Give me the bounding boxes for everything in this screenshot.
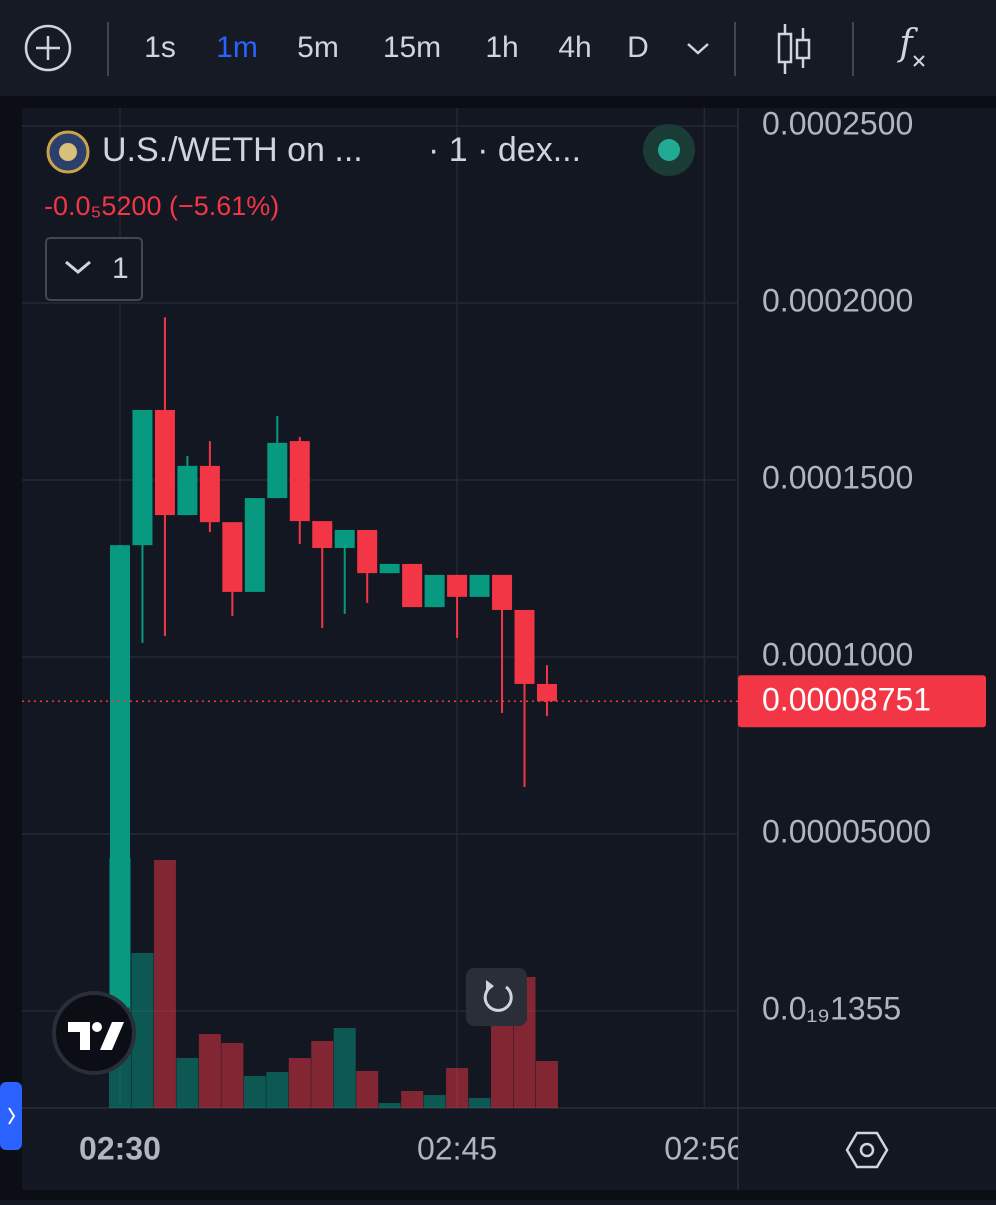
logo-mark [68,1022,124,1050]
symbol-meta: · 1 · dex... [428,131,581,169]
volume-bar [311,1041,334,1108]
candle-body [199,465,220,523]
add-plus [36,36,60,60]
fx-x [913,55,925,67]
volume-bar [423,1095,446,1108]
volume-bar [243,1076,266,1108]
icon-body [777,32,793,64]
candle-body [514,609,535,684]
candle-body [357,529,378,574]
sidebar-tab[interactable] [0,1082,22,1150]
candle-body [447,574,468,597]
status-dot [658,139,680,161]
volume-bar [266,1072,289,1108]
volume-bar [131,953,154,1108]
volume-bar [468,1098,491,1108]
candle-body [312,521,333,548]
sidebar-chevron [8,1107,16,1125]
interval-button[interactable]: 15m [383,31,441,64]
volume-bar [153,860,176,1108]
volume-bar [356,1071,379,1108]
candle-body [267,442,288,499]
volume-bar [288,1058,311,1108]
volume-bar [176,1058,199,1108]
y-tick-label: 0.0001000 [762,636,913,672]
symbol-icon-seal [59,143,77,161]
candle-body [469,574,490,597]
y-tick-label: 0.0002000 [762,282,913,318]
reset-arrow [486,980,494,992]
volume-bar [446,1068,469,1108]
interval-button[interactable]: 1s [144,31,176,64]
logo-dot [92,1022,102,1032]
volume-bar [198,1034,221,1108]
reset-bg [466,968,527,1026]
y-tick-label: 0.0002500 [762,106,913,142]
toolbar [0,0,996,96]
interval-chevron[interactable] [687,43,709,55]
add-icon [24,24,72,72]
indicators-toggle[interactable] [45,237,143,301]
toggle-chevron [65,260,91,274]
interval-button[interactable]: 1h [485,31,518,64]
indicators-count: 1 [112,252,129,285]
y-tick-label: 0.0₁₉1355 [762,990,901,1026]
tv-logo[interactable] [52,991,136,1075]
candle-body [132,409,153,546]
symbol-name[interactable]: U.S./WETH on ... [102,131,363,169]
y-tick-label: 0.00005000 [762,813,931,849]
x-tick-label: 02:45 [417,1130,497,1166]
candle-body [492,574,513,610]
interval-button[interactable]: D [627,31,649,64]
y-tick-label: 0.0001500 [762,459,913,495]
candle-body [379,563,400,574]
candle-body [154,409,175,516]
candle-body [289,441,310,522]
candle-body [109,545,130,1008]
candle-body [244,498,265,592]
candle-body [402,563,423,608]
price-change: -0.0₅5200 (−5.61%) [44,191,279,221]
logo-circle [52,991,136,1075]
interval-button[interactable]: 5m [297,31,339,64]
candle-body [334,529,355,548]
candle-body [222,522,243,592]
reset-arc [483,984,513,1012]
icon-body [795,38,811,60]
interval-button[interactable]: 1m [216,31,258,64]
volume-bar [401,1091,424,1108]
volume-bar [378,1103,401,1108]
last-price-label: 0.00008751 [762,682,931,718]
legend: U.S./WETH on ... · 1 · dex... -0.0₅5200 … [44,124,695,301]
volume-bar [535,1061,558,1108]
volume-bar [333,1028,356,1108]
candle-body [177,465,198,516]
add-button[interactable] [24,24,72,72]
candle-body [424,574,445,608]
chart-type-button[interactable] [777,24,811,74]
interval-button[interactable]: 4h [558,31,591,64]
reset-button[interactable] [466,968,527,1026]
x-tick-label: 02:30 [79,1130,161,1166]
settings-center [859,1142,875,1158]
volume-bar [221,1043,244,1108]
settings-button[interactable] [845,1131,889,1169]
candle-body [536,683,557,702]
last-price-box [738,675,986,728]
x-tick-label: 02:56 [664,1130,744,1166]
